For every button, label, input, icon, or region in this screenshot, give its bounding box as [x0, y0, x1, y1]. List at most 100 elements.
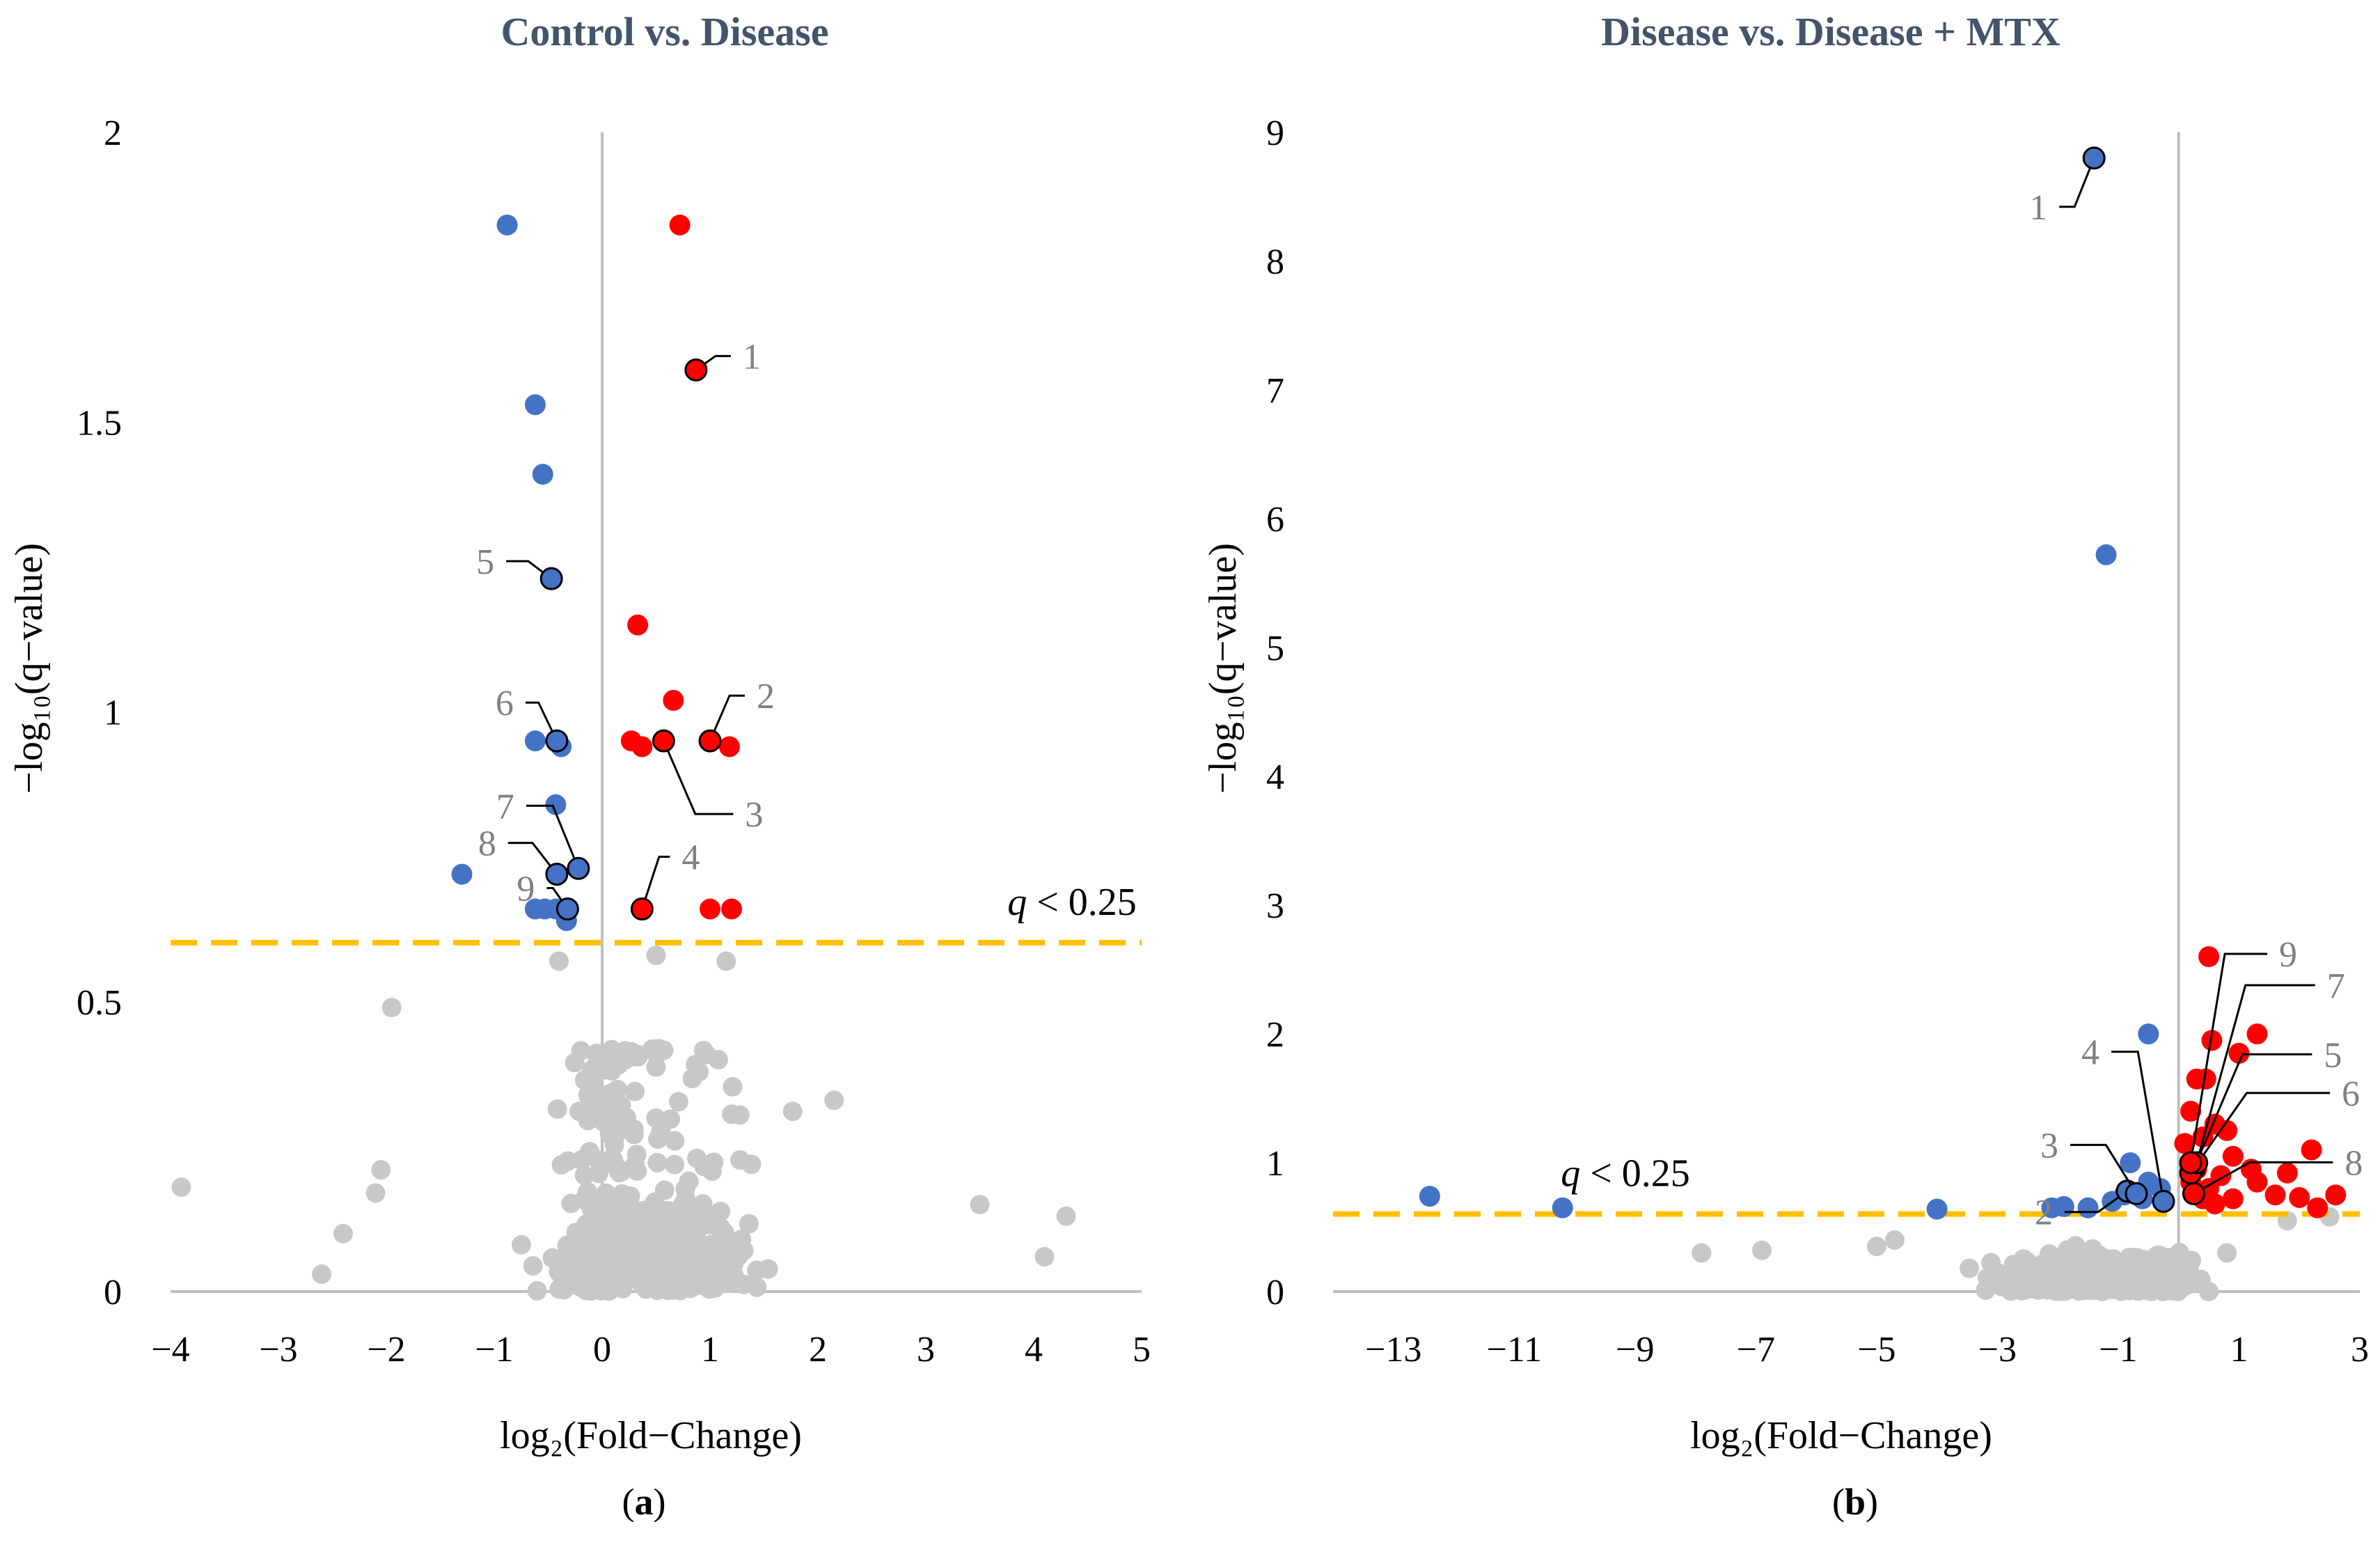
up-point: [721, 898, 742, 920]
ns-point: [714, 1223, 734, 1243]
ns-point: [723, 1076, 743, 1097]
labeled-point-3: [2125, 1182, 2148, 1205]
up-point: [2198, 946, 2220, 967]
labeled-point-4: [2152, 1190, 2175, 1213]
ns-point: [365, 1183, 386, 1203]
labeled-points: 1 2 3 4 56 7 8 9: [2029, 146, 2363, 1233]
point-label: 9: [517, 870, 535, 909]
ns-point: [371, 1160, 391, 1180]
ns-point: [678, 1230, 698, 1250]
ns-point: [663, 1235, 683, 1255]
down-point: [2120, 1152, 2141, 1173]
non-significant-points: [171, 946, 1076, 1301]
ns-point: [1034, 1247, 1055, 1267]
up-point: [669, 214, 691, 236]
point-label: 3: [2040, 1126, 2058, 1166]
panel-label: (a): [622, 1481, 666, 1523]
ns-point: [1981, 1253, 2001, 1273]
x-tick-label: 3: [917, 1330, 935, 1370]
x-tick-label: −13: [1365, 1330, 1421, 1370]
ns-point: [572, 1150, 592, 1170]
down-point: [1419, 1186, 1440, 1207]
leader-line: [2189, 1092, 2331, 1174]
non-significant-points: [1692, 1207, 2340, 1301]
up-point: [718, 736, 740, 758]
ns-point: [381, 998, 402, 1018]
x-tick-label: 4: [1025, 1330, 1043, 1370]
y-tick-label: 1.5: [77, 403, 122, 443]
ns-point: [668, 1092, 688, 1112]
ns-point: [523, 1256, 543, 1276]
ns-point: [633, 1220, 654, 1240]
ns-point: [2093, 1253, 2113, 1273]
ns-point: [2036, 1254, 2056, 1274]
x-tick-label: −3: [259, 1330, 297, 1370]
ns-point: [542, 1248, 562, 1268]
leader-line: [662, 740, 734, 815]
down-point: [532, 464, 553, 485]
y-tick-label: 1: [104, 693, 122, 733]
point-label: 3: [745, 795, 763, 835]
ns-point: [621, 1042, 641, 1062]
up-point: [2195, 1068, 2216, 1090]
ns-point: [583, 1271, 603, 1291]
labeled-point-8: [2182, 1182, 2205, 1205]
ns-point: [2046, 1281, 2066, 1301]
up-point: [663, 689, 684, 711]
y-tick-label: 0.5: [77, 983, 122, 1023]
leader-line: [2189, 952, 2268, 1163]
up-point: [627, 614, 649, 636]
ns-point: [661, 1274, 681, 1294]
leader-line: [2070, 1143, 2138, 1195]
ns-point: [2217, 1243, 2237, 1263]
ns-point: [2168, 1270, 2188, 1290]
ns-point: [599, 1124, 620, 1144]
ns-point: [688, 1213, 708, 1233]
up-point: [2222, 1188, 2244, 1209]
ns-point: [2008, 1265, 2028, 1285]
panel-label: (b): [1832, 1481, 1878, 1523]
y-tick-label: 0: [1266, 1273, 1284, 1312]
leader-line: [2064, 1190, 2128, 1214]
ns-point: [1692, 1243, 1712, 1263]
x-tick-label: −1: [2099, 1330, 2137, 1370]
ns-point: [730, 1105, 750, 1125]
down-point: [545, 794, 567, 815]
down-point: [2077, 1197, 2099, 1218]
point-label: 6: [2342, 1074, 2360, 1114]
ns-point: [547, 1099, 567, 1119]
x-tick-label: −5: [1857, 1330, 1896, 1370]
down-point: [524, 394, 546, 416]
chart-title: Disease vs. Disease + MTX: [1601, 9, 2060, 54]
y-tick-label: 7: [1266, 371, 1284, 411]
ns-point: [171, 1177, 191, 1198]
ns-point: [1866, 1237, 1886, 1257]
y-tick-label: 1: [1266, 1144, 1284, 1184]
labeled-point-5: [539, 567, 563, 590]
point-label: 5: [476, 542, 494, 582]
y-tick-label: 0: [104, 1273, 122, 1312]
ns-point: [561, 1193, 581, 1214]
x-tick-label: −11: [1487, 1330, 1542, 1370]
up-point: [2228, 1042, 2250, 1064]
ns-point: [312, 1264, 331, 1285]
point-label: 4: [2081, 1033, 2099, 1073]
x-tick-label: −2: [367, 1330, 405, 1370]
leader-line: [2196, 984, 2315, 1163]
x-tick-label: 5: [1133, 1330, 1151, 1370]
ns-point: [625, 1154, 645, 1175]
chart-panel-a: Control vs. Disease 0 0.5 1 1.5 2 −4 −3 −2 −1 0 1 2 3…: [8, 9, 1151, 1523]
up-point: [2201, 1030, 2223, 1051]
ns-point: [970, 1195, 990, 1215]
x-tick-label: −4: [151, 1330, 189, 1370]
ns-point: [739, 1214, 759, 1234]
ns-point: [711, 1201, 731, 1221]
up-point: [2325, 1184, 2347, 1206]
labeled-point-3: [652, 729, 675, 753]
ns-point: [654, 1180, 675, 1200]
ns-point: [601, 1060, 622, 1081]
point-label: 7: [2327, 966, 2345, 1006]
ns-point: [647, 1152, 668, 1173]
y-tick-label: 8: [1266, 242, 1284, 282]
